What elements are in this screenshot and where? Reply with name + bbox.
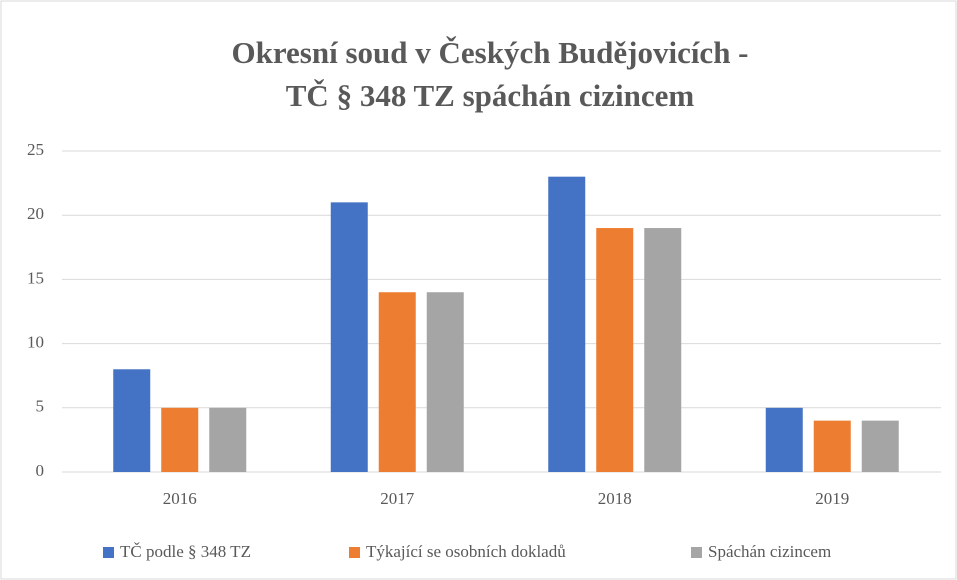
legend-label: Spáchán cizincem: [708, 542, 831, 561]
bar: [596, 228, 634, 472]
bar: [861, 420, 899, 472]
x-tick-label: 2017: [380, 489, 415, 508]
y-tick-label: 0: [36, 461, 45, 480]
bar: [330, 202, 368, 473]
y-tick-label: 5: [36, 397, 45, 416]
chart-title: TČ § 348 TZ spáchán cizincem: [286, 78, 695, 113]
legend-label: TČ podle § 348 TZ: [120, 542, 251, 561]
y-tick-label: 10: [27, 333, 44, 352]
legend-swatch: [103, 547, 114, 558]
bar: [426, 292, 464, 472]
bar: [548, 176, 586, 472]
bar: [765, 407, 803, 472]
y-tick-label: 25: [27, 140, 44, 159]
x-tick-label: 2016: [163, 489, 197, 508]
bar: [209, 407, 247, 472]
legend-swatch: [349, 547, 360, 558]
bar: [644, 228, 682, 472]
bar: [161, 407, 199, 472]
bar: [378, 292, 416, 472]
legend-swatch: [691, 547, 702, 558]
bar: [813, 420, 851, 472]
y-tick-label: 20: [27, 204, 44, 223]
bar: [113, 369, 151, 472]
y-tick-label: 15: [27, 268, 44, 287]
chart-title: Okresní soud v Českých Budějovicích -: [231, 35, 748, 70]
x-tick-label: 2018: [598, 489, 632, 508]
x-tick-label: 2019: [815, 489, 849, 508]
legend-label: Týkající se osobních dokladů: [366, 542, 566, 561]
